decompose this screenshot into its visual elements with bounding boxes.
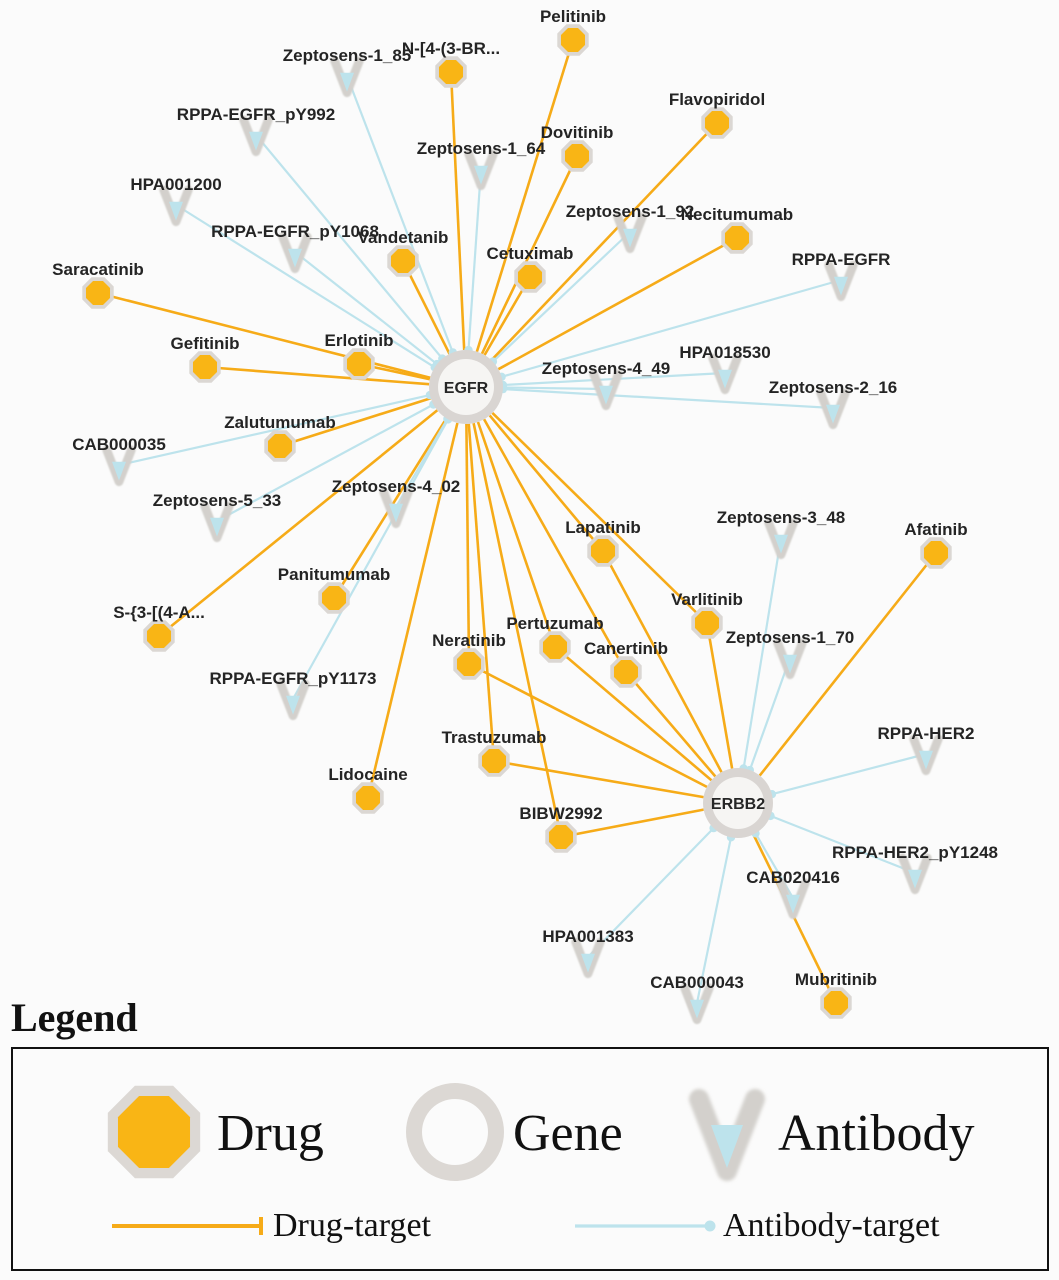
svg-text:ERBB2: ERBB2 — [711, 796, 765, 813]
svg-text:EGFR: EGFR — [444, 380, 489, 397]
